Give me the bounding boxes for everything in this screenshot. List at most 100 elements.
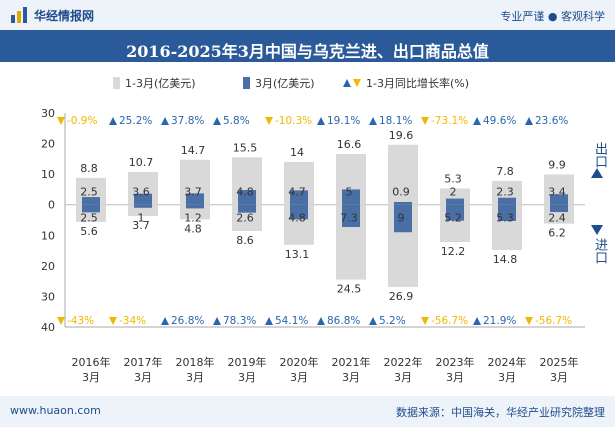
- label-export-growth-down-icon: [421, 117, 429, 125]
- bar-export-monthly: [238, 190, 256, 205]
- label-import-growth: 78.3%: [223, 315, 256, 327]
- label-import-growth: 21.9%: [483, 315, 516, 327]
- label-import-growth: -43%: [67, 315, 94, 327]
- label-export-growth: 49.6%: [483, 115, 516, 127]
- legend-label-cumulative: 1-3月(亿美元): [125, 77, 196, 90]
- x-tick-label: 2023年: [436, 355, 475, 369]
- label-export-growth: 37.8%: [171, 115, 204, 127]
- label-export-cumulative: 8.8: [80, 162, 98, 175]
- bar-import-monthly: [342, 204, 360, 228]
- bar-export-monthly: [446, 198, 464, 205]
- legend-label-growth: 1-3月同比增长率(%): [366, 76, 469, 90]
- bar-import-monthly: [82, 204, 100, 213]
- label-import-monthly: 4.8: [288, 212, 306, 225]
- footer-website: www.huaon.com: [10, 404, 101, 417]
- x-tick-label: 3月: [82, 371, 100, 384]
- y-tick-label: 20: [41, 138, 55, 151]
- bar-export-monthly: [186, 193, 204, 205]
- label-export-cumulative: 14.7: [181, 144, 206, 157]
- x-tick-label: 3月: [394, 371, 412, 384]
- x-tick-label: 3月: [290, 371, 308, 384]
- label-export-growth: -10.3%: [275, 115, 312, 127]
- label-import-cumulative: 14.8: [493, 253, 518, 266]
- bar-import-monthly: [290, 204, 308, 220]
- y-tick-label: 30: [41, 107, 55, 120]
- label-import-growth: 5.2%: [379, 315, 406, 327]
- bar-export-monthly: [342, 189, 360, 205]
- x-tick-label: 2025年: [540, 355, 579, 369]
- label-import-monthly: 5.2: [444, 212, 462, 225]
- label-import-cumulative: 8.6: [236, 234, 254, 247]
- bar-export-monthly: [550, 194, 568, 205]
- label-export-monthly: 5: [346, 186, 353, 199]
- label-import-growth-down-icon: [421, 317, 429, 325]
- x-tick-label: 2024年: [488, 355, 527, 369]
- label-import-growth: 54.1%: [275, 315, 308, 327]
- label-import-cumulative: 13.1: [285, 248, 310, 261]
- label-export-monthly: 4.8: [236, 186, 254, 199]
- bar-import-monthly: [446, 204, 464, 221]
- x-tick-label: 2016年: [72, 355, 111, 369]
- label-export-growth: 23.6%: [535, 115, 568, 127]
- bar-export-cumulative: [388, 144, 418, 205]
- y-tick-label: 10: [41, 168, 55, 181]
- label-export-cumulative: 10.7: [129, 156, 154, 169]
- x-tick-label: 3月: [550, 371, 568, 384]
- label-export-cumulative: 7.8: [496, 165, 514, 178]
- bar-import-monthly: [498, 204, 516, 221]
- label-import-growth: -56.7%: [431, 315, 468, 327]
- label-import-growth: 86.8%: [327, 315, 360, 327]
- legend-label-monthly: 3月(亿美元): [255, 77, 315, 90]
- legend-swatch-monthly: [243, 77, 250, 89]
- label-export-monthly: 3.6: [132, 186, 150, 199]
- bar-import-monthly: [394, 204, 412, 233]
- bar-export-monthly: [290, 190, 308, 205]
- label-export-monthly: 2.3: [496, 186, 514, 199]
- x-tick-label: 2020年: [280, 355, 319, 369]
- label-export-growth: -0.9%: [67, 115, 97, 127]
- label-export-monthly: 0.9: [392, 186, 410, 199]
- label-export-growth-up-icon: [369, 117, 377, 125]
- bar-import-monthly: [134, 204, 152, 208]
- y-tick-label: 40: [41, 321, 55, 334]
- label-export-cumulative: 15.5: [233, 141, 258, 154]
- label-import-monthly: 7.3: [340, 212, 358, 225]
- label-import-cumulative: 26.9: [389, 290, 414, 303]
- label-export-growth: 19.1%: [327, 115, 360, 127]
- x-tick-label: 2022年: [384, 355, 423, 369]
- label-import-growth-down-icon: [525, 317, 533, 325]
- bar-export-monthly: [134, 193, 152, 205]
- bar-import-cumulative: [128, 204, 158, 217]
- label-export-growth-up-icon: [161, 117, 169, 125]
- label-import-growth: -56.7%: [535, 315, 572, 327]
- brand-logo-icon: [11, 7, 27, 23]
- legend-swatch-cumulative: [113, 77, 120, 89]
- label-export-cumulative: 19.6: [389, 129, 414, 142]
- import-arrow-icon: [591, 225, 603, 235]
- label-export-growth-down-icon: [265, 117, 273, 125]
- label-import-growth-up-icon: [213, 317, 221, 325]
- label-export-monthly: 3.4: [548, 186, 566, 199]
- label-import-cumulative: 6.2: [548, 227, 566, 240]
- label-import-growth-up-icon: [473, 317, 481, 325]
- x-tick-label: 3月: [134, 371, 152, 384]
- legend-up-icon: [343, 79, 351, 87]
- label-export-growth: 18.1%: [379, 115, 412, 127]
- tagline: 专业严谨 ● 客观科学: [500, 10, 605, 23]
- label-import-monthly: 2.5: [80, 212, 98, 225]
- label-import-cumulative: 24.5: [337, 283, 362, 296]
- label-import-monthly: 1: [138, 212, 145, 225]
- x-tick-label: 2018年: [176, 355, 215, 369]
- label-export-cumulative: 14: [290, 146, 304, 159]
- y-tick-label: 20: [41, 260, 55, 273]
- label-export-growth-up-icon: [109, 117, 117, 125]
- legend-down-icon: [353, 79, 361, 87]
- brand-name: 华经情报网: [34, 9, 95, 23]
- bar-export-monthly: [394, 201, 412, 205]
- label-import-monthly: 1.2: [184, 212, 202, 225]
- label-export-monthly: 2: [450, 186, 457, 199]
- footer-source: 数据来源：中国海关，华经产业研究院整理: [396, 406, 605, 419]
- label-import-monthly: 2.6: [236, 212, 254, 225]
- label-import-cumulative: 4.8: [184, 222, 202, 235]
- label-import-growth-down-icon: [57, 317, 65, 325]
